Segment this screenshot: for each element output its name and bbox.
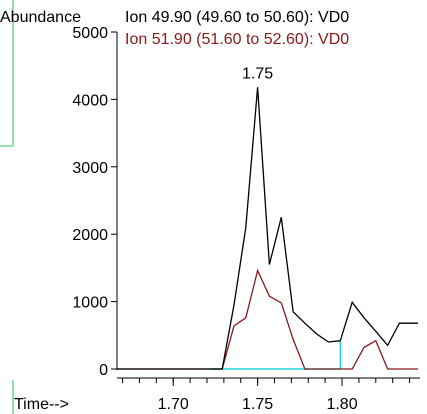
y-tick-label: 3000 — [72, 160, 108, 177]
y-tick-label: 0 — [99, 362, 108, 379]
x-axis-title: Time--> — [14, 396, 69, 413]
legend-entry: Ion 51.90 (51.60 to 52.60): VD0 — [125, 31, 349, 48]
y-tick-label: 5000 — [72, 25, 108, 42]
y-tick-label: 1000 — [72, 295, 108, 312]
x-tick-label: 1.80 — [326, 396, 357, 413]
labels-layer: 0 1000 2000 3000 4000 5000 1.70 1.75 1.80 Abundan… — [0, 9, 358, 413]
y-tick-label: 4000 — [72, 92, 108, 109]
series-line — [117, 268, 418, 370]
x-tick-label: 1.75 — [242, 396, 273, 413]
axes — [111, 31, 420, 386]
legend-entry: Ion 49.90 (49.60 to 50.60): VD0 — [125, 9, 349, 26]
x-tick-label: 1.70 — [158, 396, 189, 413]
series-layer — [117, 87, 418, 370]
y-axis-title: Abundance — [0, 9, 81, 26]
peak-label: 1.75 — [242, 65, 273, 82]
y-tick-label: 2000 — [72, 227, 108, 244]
series-line — [117, 87, 418, 370]
